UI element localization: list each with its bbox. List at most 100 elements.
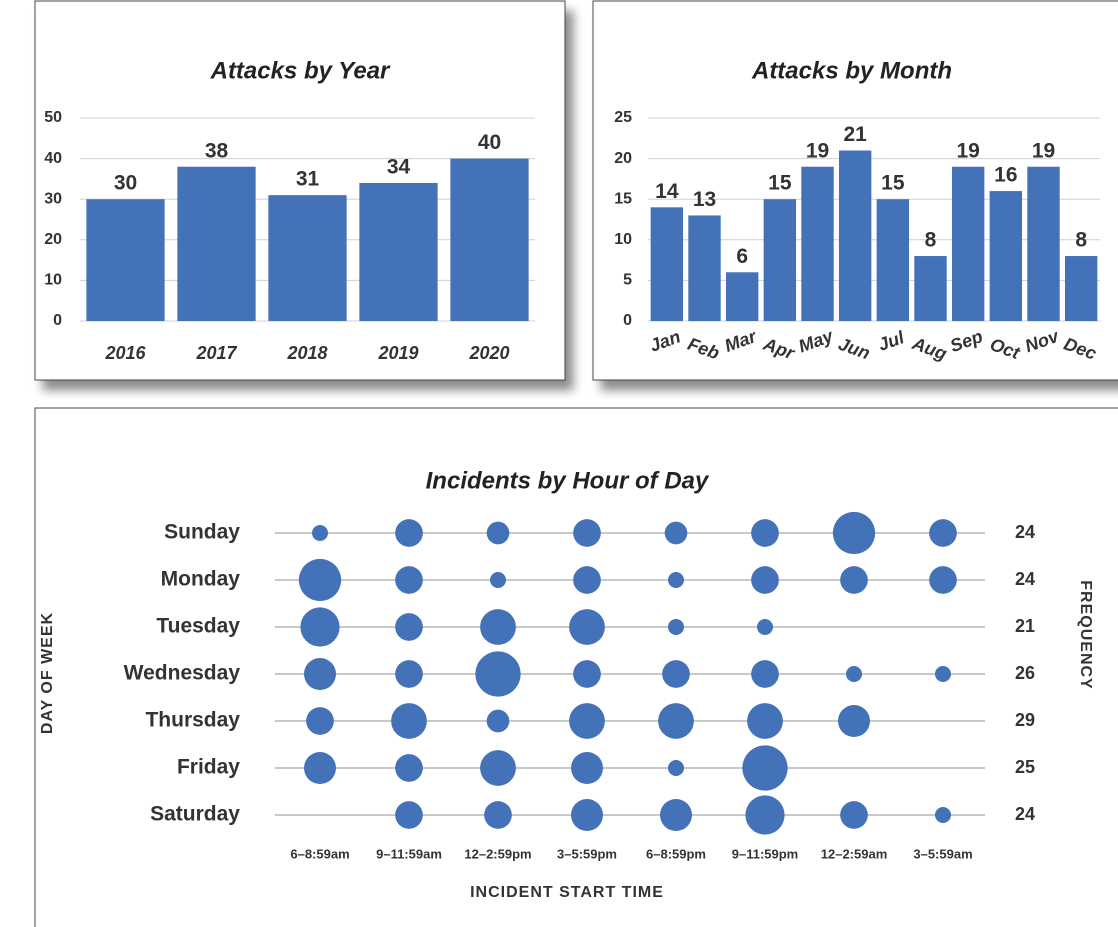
- y-tick-label: 25: [614, 109, 632, 126]
- data-label: 19: [956, 139, 979, 162]
- bubble: [300, 607, 340, 647]
- bubble: [395, 613, 423, 641]
- frequency-label: 24: [1015, 569, 1035, 589]
- bubble: [490, 572, 506, 588]
- bar: [650, 207, 684, 321]
- bubble: [573, 519, 601, 547]
- bar: [725, 272, 759, 321]
- bubble: [480, 750, 516, 786]
- bubble: [668, 619, 684, 635]
- bubble: [747, 703, 783, 739]
- bar: [914, 256, 947, 321]
- bubble: [929, 566, 957, 594]
- bubble: [395, 519, 423, 547]
- bubble: [573, 660, 601, 688]
- chart-title: Attacks by Month: [751, 57, 952, 84]
- bubble: [846, 666, 862, 682]
- bubble: [571, 752, 603, 784]
- y-tick-label: 20: [614, 150, 632, 167]
- x-tick-label: 2020: [468, 343, 509, 363]
- bubble: [658, 703, 694, 739]
- data-label: 40: [478, 131, 501, 154]
- bubble: [298, 558, 342, 602]
- data-label: 38: [205, 139, 229, 162]
- bubble: [935, 666, 951, 682]
- bar: [876, 199, 910, 321]
- bubble: [391, 703, 427, 739]
- frequency-label: 25: [1015, 757, 1035, 777]
- bubble: [306, 707, 334, 735]
- bubble: [757, 619, 773, 635]
- bar: [268, 195, 347, 321]
- bubble: [304, 752, 336, 784]
- bubble: [838, 705, 870, 737]
- bar: [951, 166, 985, 321]
- bubble: [395, 801, 423, 829]
- bubble: [751, 566, 779, 594]
- bar: [688, 215, 721, 321]
- data-label: 19: [806, 139, 829, 162]
- bubble: [664, 521, 688, 545]
- bubble: [569, 703, 605, 739]
- data-label: 6: [736, 245, 748, 268]
- bubble: [840, 801, 868, 829]
- y-tick-label: 50: [44, 109, 62, 126]
- data-label: 15: [881, 172, 905, 195]
- data-label: 15: [768, 172, 792, 195]
- bar: [86, 199, 165, 321]
- bubble: [668, 572, 684, 588]
- bubble: [569, 609, 605, 645]
- x-tick-label: 6–8:59am: [290, 846, 349, 861]
- bubble: [480, 609, 516, 645]
- bar: [1064, 256, 1098, 321]
- x-tick-label: 2019: [377, 343, 418, 363]
- bubble: [304, 658, 336, 690]
- bubble: [486, 521, 510, 545]
- bubble: [395, 660, 423, 688]
- data-label: 8: [1075, 229, 1087, 252]
- y-tick-label: Monday: [161, 568, 241, 591]
- bubble: [573, 566, 601, 594]
- frequency-label: 21: [1015, 616, 1035, 636]
- data-label: 13: [693, 188, 716, 211]
- y-tick-label: Saturday: [150, 803, 240, 826]
- bubble: [935, 807, 951, 823]
- y-tick-label: 15: [614, 190, 632, 207]
- y-tick-label: 5: [623, 272, 632, 289]
- y2-axis-label: FREQUENCY: [1077, 580, 1094, 689]
- x-tick-label: 6–8:59pm: [646, 846, 706, 861]
- x-axis-label: INCIDENT START TIME: [470, 884, 664, 901]
- bubble: [395, 754, 423, 782]
- x-tick-label: 9–11:59am: [376, 846, 442, 861]
- bubble: [475, 651, 521, 697]
- data-label: 21: [843, 123, 867, 146]
- y-tick-label: 30: [44, 190, 62, 207]
- y-tick-label: Tuesday: [156, 615, 240, 638]
- x-tick-label: 2018: [286, 343, 327, 363]
- bubble: [486, 709, 510, 733]
- y-tick-label: Sunday: [164, 521, 240, 544]
- bar: [450, 158, 529, 321]
- y-axis-label: DAY OF WEEK: [39, 612, 56, 734]
- charts: Attacks by Year0102030405030201638201731…: [39, 57, 1100, 901]
- y-tick-label: Friday: [177, 756, 240, 779]
- y-tick-label: 20: [44, 231, 62, 248]
- x-tick-label: 2017: [195, 343, 237, 363]
- y-tick-label: Thursday: [145, 709, 240, 732]
- bubble: [929, 519, 957, 547]
- y-tick-label: 10: [614, 231, 632, 248]
- chart-title: Attacks by Year: [210, 57, 391, 84]
- frequency-label: 24: [1015, 804, 1035, 824]
- bubble: [840, 566, 868, 594]
- bubble: [571, 799, 603, 831]
- data-label: 30: [114, 172, 137, 195]
- x-tick-label: 12–2:59pm: [464, 846, 531, 861]
- bar: [801, 166, 834, 321]
- y-tick-label: 0: [53, 312, 62, 329]
- bar: [838, 150, 872, 321]
- bubble: [832, 511, 876, 555]
- y-tick-label: 40: [44, 150, 62, 167]
- bar: [763, 199, 797, 321]
- bubble: [745, 795, 785, 835]
